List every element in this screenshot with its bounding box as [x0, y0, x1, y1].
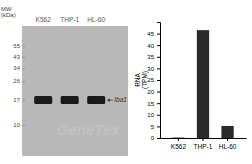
blot-panel	[22, 26, 128, 156]
y-tick-mark	[157, 126, 160, 127]
mw-tick	[22, 68, 25, 69]
protein-label: Iba1	[114, 96, 127, 103]
y-tick-mark	[157, 57, 160, 58]
y-tick: 0	[151, 135, 160, 141]
y-tick-mark	[157, 45, 160, 46]
lane-label: HL-60	[87, 16, 105, 23]
mw-title: MW(kDa)	[1, 5, 16, 18]
y-tick-label: 10	[147, 112, 154, 118]
x-tick-mark	[178, 138, 179, 141]
blot-band	[87, 96, 105, 104]
y-tick-label: 5	[151, 124, 155, 130]
text-line: (kDa)	[1, 12, 16, 18]
blot-band	[61, 96, 79, 104]
y-tick-label: 35	[147, 54, 154, 60]
y-tick: 45	[147, 31, 160, 37]
x-tick-label: THP-1	[194, 143, 213, 150]
y-tick: 15	[147, 101, 160, 107]
y-tick-mark	[157, 80, 160, 81]
mw-tick	[22, 57, 25, 58]
y-tick-mark	[157, 115, 160, 116]
y-axis-label: RNA(TPM)	[133, 71, 148, 89]
y-tick-label: 25	[147, 77, 154, 83]
mw-label: 26	[13, 78, 20, 84]
y-tick-mark	[157, 92, 160, 93]
y-tick-mark	[157, 68, 160, 69]
y-tick: 30	[147, 66, 160, 72]
y-tick-label: 45	[147, 31, 154, 37]
mw-label: 55	[13, 43, 20, 49]
y-tick: 25	[147, 77, 160, 83]
y-tick-mark	[157, 34, 160, 35]
y-axis: 0 5 10 15 20 25 30 35 40 45	[147, 23, 160, 142]
mw-tick	[22, 81, 25, 82]
mw-tick	[22, 125, 25, 126]
x-tick-label: K562	[171, 143, 187, 150]
y-axis-line	[157, 23, 161, 139]
y-tick-label: 40	[147, 43, 154, 49]
y-tick: 35	[147, 54, 160, 60]
text-line: MW	[1, 5, 12, 11]
lane-label: THP-1	[60, 16, 79, 23]
x-tick-label: HL-60	[219, 143, 237, 150]
bar	[172, 137, 184, 138]
chart-root: MW(kDa) 55 43 34 26 17 10 K562 THP-1 HL-60 Iba1 0 5 1…	[0, 0, 252, 164]
bar	[197, 30, 209, 138]
mw-label: 43	[13, 54, 20, 60]
y-tick-label: 20	[147, 89, 154, 95]
y-tick: 10	[147, 112, 160, 118]
text-line: RNA	[133, 72, 140, 86]
blot-panel-group: MW(kDa) 55 43 34 26 17 10 K562 THP-1 HL-60 Iba1	[1, 5, 128, 156]
blot-band	[34, 96, 52, 104]
bars	[172, 30, 233, 138]
mw-tick	[22, 46, 25, 47]
x-tick: K562	[171, 138, 187, 150]
mw-label: 17	[13, 97, 20, 103]
arrow-head	[107, 99, 110, 102]
x-axis: K562 THP-1 HL-60	[161, 138, 247, 150]
y-tick-mark	[157, 103, 160, 104]
y-tick: 40	[147, 43, 160, 49]
y-tick: 5	[151, 124, 160, 130]
y-tick-label: 0	[151, 135, 155, 141]
x-tick: HL-60	[219, 138, 237, 150]
lane-label: K562	[36, 16, 52, 23]
y-tick-label: 30	[147, 66, 154, 72]
x-tick: THP-1	[194, 138, 213, 150]
y-tick-label: 15	[147, 101, 154, 107]
x-tick-mark	[203, 138, 204, 141]
watermark: GeneTex	[57, 121, 120, 138]
x-tick-mark	[227, 138, 228, 141]
mw-label: 10	[13, 122, 20, 128]
mw-label: 34	[13, 65, 20, 71]
y-tick-mark	[157, 138, 160, 139]
y-tick: 20	[147, 89, 160, 95]
bar	[221, 126, 233, 138]
mw-tick	[22, 100, 25, 101]
text-line: (TPM)	[140, 71, 148, 89]
